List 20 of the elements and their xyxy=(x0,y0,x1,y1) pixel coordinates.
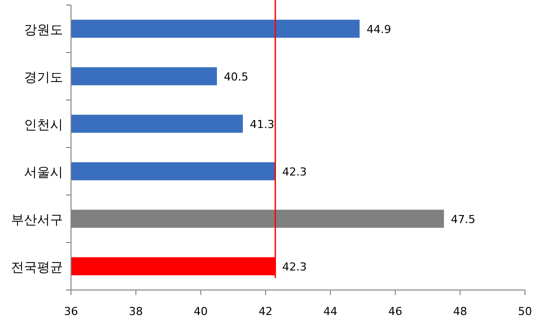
data-label: 40.5 xyxy=(224,70,248,84)
x-tick-label: 48 xyxy=(453,305,468,318)
data-label: 47.5 xyxy=(450,212,476,226)
y-tick-label: 전국평균 xyxy=(11,260,63,276)
data-label: 41.3 xyxy=(250,118,274,131)
x-tick-label: 38 xyxy=(128,305,143,318)
data-label: 44.9 xyxy=(366,22,392,36)
x-tick-label: 46 xyxy=(388,305,402,318)
x-tick-label: 40 xyxy=(194,305,208,318)
y-tick-label: 부산서구 xyxy=(11,212,63,228)
x-tick-label: 44 xyxy=(323,305,338,318)
y-tick-label: 경기도 xyxy=(24,70,63,86)
y-tick-label: 인천시 xyxy=(24,118,63,133)
y-tick-label: 강원도 xyxy=(24,22,63,38)
data-label: 42.3 xyxy=(282,260,307,274)
x-tick-label: 42 xyxy=(258,305,273,318)
data-label: 42.3 xyxy=(282,165,307,178)
x-tick-label: 50 xyxy=(518,305,532,318)
y-tick-label: 서울시 xyxy=(24,165,63,180)
x-tick-label: 36 xyxy=(64,305,78,318)
